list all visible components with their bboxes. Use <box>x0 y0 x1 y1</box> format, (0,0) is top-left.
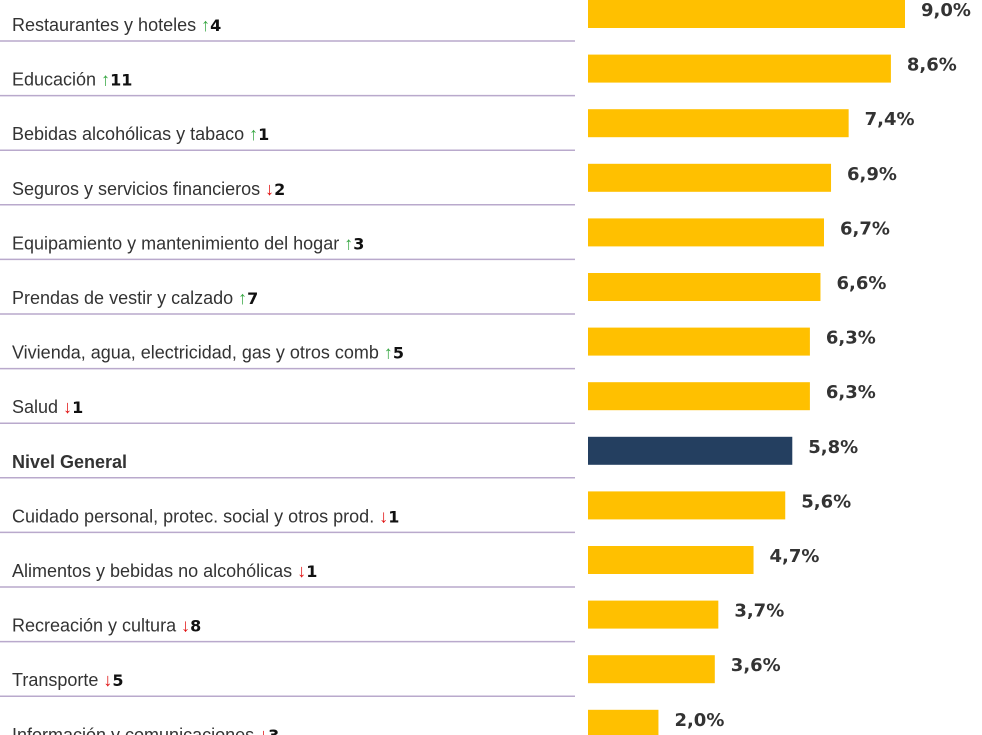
category-name: Restaurantes y hoteles <box>12 15 196 35</box>
rank-arrow: ↓ <box>63 397 72 417</box>
value-label: 5,6% <box>801 491 851 512</box>
bar <box>588 546 754 574</box>
rank-arrow: ↑ <box>384 343 393 363</box>
bar <box>588 54 891 83</box>
rank-change: 4 <box>210 16 221 35</box>
category-label: Restaurantes y hoteles ↑4 <box>12 15 221 35</box>
category-name: Cuidado personal, protec. social y otros… <box>12 506 374 526</box>
value-label: 4,7% <box>770 546 820 567</box>
bar <box>588 218 824 247</box>
rank-arrow: ↓ <box>181 616 190 636</box>
rank-change: 1 <box>388 507 399 526</box>
category-label: Vivienda, agua, electricidad, gas y otro… <box>12 343 404 363</box>
category-name: Prendas de vestir y calzado <box>12 288 233 308</box>
value-label: 5,8% <box>808 437 858 458</box>
value-label: 6,6% <box>836 273 886 294</box>
rank-change: 1 <box>72 398 83 417</box>
category-name: Bebidas alcohólicas y tabaco <box>12 124 244 144</box>
bar <box>588 163 832 192</box>
bar <box>588 382 810 411</box>
category-name: Nivel General <box>12 452 127 472</box>
category-label: Cuidado personal, protec. social y otros… <box>12 506 399 526</box>
bar <box>588 709 659 735</box>
category-label: Seguros y servicios financieros ↓2 <box>12 179 285 199</box>
category-label: Alimentos y bebidas no alcohólicas ↓1 <box>12 561 317 581</box>
rank-arrow: ↑ <box>101 70 110 90</box>
category-label: Nivel General <box>12 452 127 472</box>
category-name: Salud <box>12 397 58 417</box>
rank-change: 3 <box>353 234 364 253</box>
value-label: 3,6% <box>731 655 781 676</box>
value-label: 6,7% <box>840 218 890 239</box>
category-label: Prendas de vestir y calzado ↑7 <box>12 288 258 308</box>
category-label: Transporte ↓5 <box>12 670 124 690</box>
rank-arrow: ↓ <box>103 670 112 690</box>
value-label: 3,7% <box>734 601 784 622</box>
rank-change: 1 <box>306 562 317 581</box>
bar <box>588 655 715 684</box>
bar <box>588 273 821 301</box>
rank-change: 1 <box>258 125 269 144</box>
category-label: Educación ↑11 <box>12 70 132 90</box>
rank-arrow: ↑ <box>201 15 210 35</box>
value-label: 2,0% <box>674 710 724 731</box>
category-label: Bebidas alcohólicas y tabaco ↑1 <box>12 124 269 144</box>
bar <box>588 436 793 465</box>
rank-arrow: ↓ <box>259 725 268 735</box>
rank-change: 3 <box>268 726 279 735</box>
value-label: 9,0% <box>921 0 971 21</box>
rank-arrow: ↑ <box>344 233 353 253</box>
rank-arrow: ↓ <box>265 179 274 199</box>
rank-change: 5 <box>393 344 404 363</box>
value-label: 8,6% <box>907 55 957 76</box>
category-name: Transporte <box>12 670 98 690</box>
rank-arrow: ↓ <box>379 506 388 526</box>
value-label: 7,4% <box>865 109 915 130</box>
rank-change: 8 <box>190 617 201 636</box>
category-name: Equipamiento y mantenimiento del hogar <box>12 233 339 253</box>
value-label: 6,3% <box>826 328 876 349</box>
rank-arrow: ↑ <box>249 124 258 144</box>
rank-change: 11 <box>110 71 132 90</box>
category-name: Alimentos y bebidas no alcohólicas <box>12 561 292 581</box>
rank-change: 5 <box>112 671 123 690</box>
category-label: Equipamiento y mantenimiento del hogar ↑… <box>12 233 364 253</box>
category-name: Información y comunicaciones <box>12 725 254 735</box>
bar <box>588 600 719 629</box>
category-name: Seguros y servicios financieros <box>12 179 260 199</box>
bar <box>588 491 786 520</box>
bar <box>588 0 905 28</box>
value-label: 6,9% <box>847 164 897 185</box>
category-label: Salud ↓1 <box>12 397 83 417</box>
category-label: Recreación y cultura ↓8 <box>12 616 201 636</box>
rank-change: 7 <box>247 289 258 308</box>
category-name: Recreación y cultura <box>12 616 177 636</box>
rank-arrow: ↓ <box>297 561 306 581</box>
rank-arrow: ↑ <box>238 288 247 308</box>
bar <box>588 109 849 138</box>
bar <box>588 327 810 356</box>
value-label: 6,3% <box>826 382 876 403</box>
category-name: Educación <box>12 70 96 90</box>
category-name: Vivienda, agua, electricidad, gas y otro… <box>12 343 379 363</box>
category-label: Información y comunicaciones ↓3 <box>12 725 279 735</box>
rank-change: 2 <box>274 180 285 199</box>
